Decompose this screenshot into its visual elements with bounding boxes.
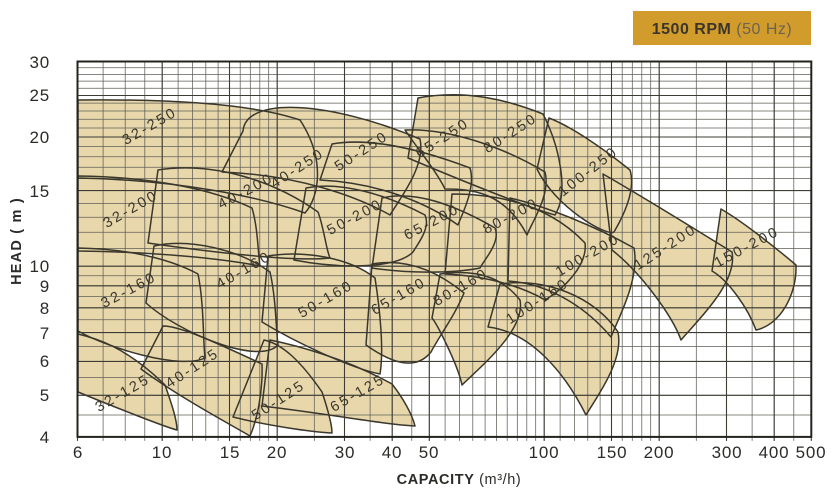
svg-text:30: 30 [335, 443, 356, 462]
svg-text:4: 4 [40, 428, 50, 447]
svg-text:150: 150 [597, 443, 628, 462]
svg-text:20: 20 [267, 443, 288, 462]
svg-text:40: 40 [382, 443, 403, 462]
svg-text:400: 400 [759, 443, 790, 462]
svg-text:10: 10 [29, 257, 50, 276]
svg-text:10: 10 [152, 443, 173, 462]
svg-text:500: 500 [796, 443, 827, 462]
svg-text:300: 300 [712, 443, 743, 462]
svg-text:50: 50 [419, 443, 440, 462]
svg-text:25: 25 [29, 86, 50, 105]
svg-text:7: 7 [40, 324, 50, 343]
svg-text:5: 5 [40, 386, 50, 405]
svg-text:8: 8 [40, 299, 50, 318]
svg-text:30: 30 [29, 53, 50, 72]
svg-text:15: 15 [29, 182, 50, 201]
svg-text:6: 6 [40, 352, 50, 371]
svg-text:1500 RPM (50 Hz): 1500 RPM (50 Hz) [652, 21, 793, 38]
svg-text:CAPACITY (m³/h): CAPACITY (m³/h) [397, 472, 522, 488]
svg-text:15: 15 [220, 443, 241, 462]
svg-text:20: 20 [29, 128, 50, 147]
svg-text:9: 9 [40, 277, 50, 296]
svg-text:HEAD ( m ): HEAD ( m ) [9, 197, 25, 285]
svg-text:200: 200 [644, 443, 675, 462]
svg-text:100: 100 [529, 443, 560, 462]
svg-text:6: 6 [73, 443, 83, 462]
